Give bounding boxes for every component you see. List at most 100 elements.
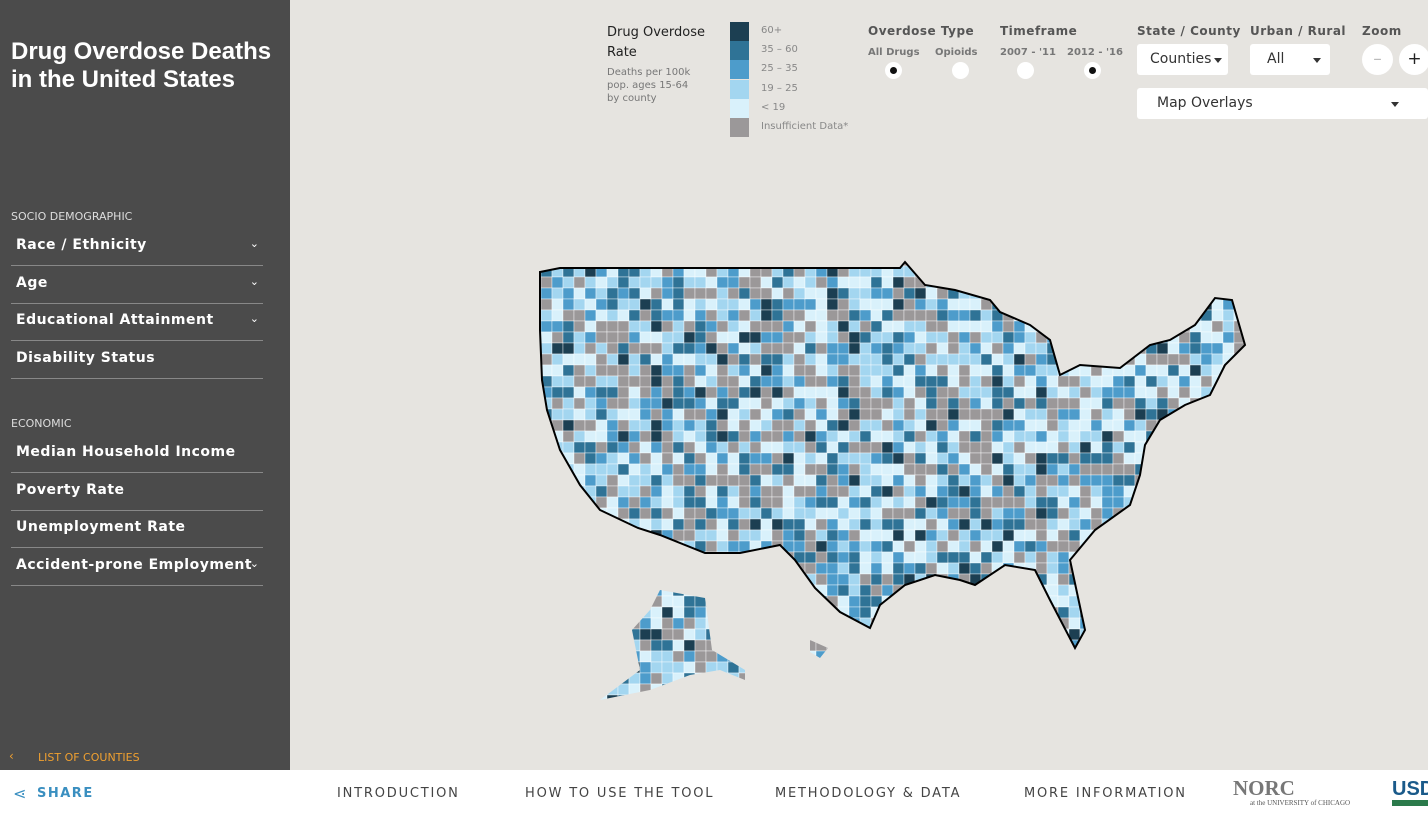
county-cell xyxy=(914,529,927,542)
dropdown[interactable]: Counties xyxy=(1137,44,1228,75)
county-cell xyxy=(925,298,938,311)
county-cell xyxy=(1002,639,1015,652)
menu-item[interactable]: Age ⌄ xyxy=(11,266,263,304)
county-cell xyxy=(1211,419,1224,432)
share-button[interactable]: SHARE xyxy=(37,786,94,801)
menu-item[interactable]: Race / Ethnicity ⌄ xyxy=(11,228,263,266)
county-cell xyxy=(672,397,685,410)
zoom-button[interactable]: + xyxy=(1399,44,1428,75)
county-cell xyxy=(573,276,586,289)
overlay-dropdown[interactable]: Map Overlays xyxy=(1137,88,1428,119)
county-cell xyxy=(683,694,696,700)
county-cell xyxy=(804,452,817,465)
county-cell xyxy=(903,672,916,685)
county-cell xyxy=(991,639,1004,652)
county-cell xyxy=(892,331,905,344)
county-cell xyxy=(771,353,784,366)
county-cell xyxy=(1079,617,1092,630)
county-cell xyxy=(1112,331,1125,344)
county-cell xyxy=(1101,529,1114,542)
county-cell xyxy=(859,496,872,509)
county-cell xyxy=(1189,573,1202,586)
radio[interactable] xyxy=(1017,62,1034,79)
county-cell xyxy=(1079,573,1092,586)
county-cell xyxy=(848,353,861,366)
county-cell xyxy=(1013,529,1026,542)
county-cell xyxy=(1244,661,1245,674)
county-cell xyxy=(727,661,740,674)
county-cell xyxy=(881,364,894,377)
county-cell xyxy=(925,672,938,685)
county-cell xyxy=(1200,463,1213,476)
county-cell xyxy=(1112,452,1125,465)
county-cell xyxy=(562,595,575,608)
county-cell xyxy=(892,463,905,476)
county-cell xyxy=(1211,485,1224,498)
county-cell xyxy=(1156,661,1169,674)
county-cell xyxy=(716,287,729,300)
county-cell xyxy=(771,287,784,300)
county-cell xyxy=(1211,331,1224,344)
county-cell xyxy=(606,430,619,443)
county-cell xyxy=(716,694,729,700)
county-cell xyxy=(573,375,586,388)
county-cell xyxy=(1211,628,1224,641)
county-cell xyxy=(562,606,575,619)
county-cell xyxy=(903,430,916,443)
county-cell xyxy=(562,309,575,322)
nav-link[interactable]: METHODOLOGY & DATA xyxy=(775,786,962,801)
county-cell xyxy=(1068,452,1081,465)
radio[interactable] xyxy=(885,62,902,79)
county-cell xyxy=(1145,265,1158,278)
county-cell xyxy=(1024,375,1037,388)
menu-item[interactable]: Median Household Income xyxy=(11,435,263,473)
county-cell xyxy=(1035,386,1048,399)
county-cell xyxy=(1002,683,1015,696)
nav-link[interactable]: MORE INFORMATION xyxy=(1024,786,1187,801)
county-cell xyxy=(584,287,597,300)
county-cell xyxy=(683,441,696,454)
nav-link[interactable]: HOW TO USE THE TOOL xyxy=(525,786,715,801)
county-cell xyxy=(1156,683,1169,696)
menu-item[interactable]: Accident-prone Employment ⌄ xyxy=(11,548,263,586)
county-cell xyxy=(1145,507,1158,520)
county-cell xyxy=(1101,551,1114,564)
county-cell xyxy=(914,452,927,465)
county-cell xyxy=(606,683,619,696)
county-cell xyxy=(1046,683,1059,696)
menu-item[interactable]: Disability Status xyxy=(11,341,263,379)
county-cell xyxy=(914,518,927,531)
radio[interactable] xyxy=(952,62,969,79)
list-link[interactable]: LIST OF COUNTIES xyxy=(38,751,140,764)
county-cell xyxy=(1134,262,1147,267)
menu-item[interactable]: Poverty Rate xyxy=(11,473,263,511)
county-cell xyxy=(1189,298,1202,311)
county-cell xyxy=(672,463,685,476)
county-cell xyxy=(771,474,784,487)
county-cell xyxy=(1024,617,1037,630)
radio[interactable] xyxy=(1084,62,1101,79)
county-cell xyxy=(1112,309,1125,322)
county-cell xyxy=(639,628,652,641)
county-cell xyxy=(694,309,707,322)
county-cell xyxy=(969,540,982,553)
dropdown[interactable]: All xyxy=(1250,44,1330,75)
menu-item[interactable]: Unemployment Rate xyxy=(11,510,263,548)
county-cell xyxy=(782,419,795,432)
zoom-button[interactable]: – xyxy=(1362,44,1393,75)
county-cell xyxy=(1222,496,1235,509)
county-cell xyxy=(914,694,927,700)
county-cell xyxy=(584,540,597,553)
county-cell xyxy=(1090,463,1103,476)
county-cell xyxy=(903,595,916,608)
nav-link[interactable]: INTRODUCTION xyxy=(337,786,460,801)
county-cell xyxy=(639,573,652,586)
county-cell xyxy=(749,518,762,531)
county-cell xyxy=(793,474,806,487)
county-cell xyxy=(606,529,619,542)
menu-item[interactable]: Educational Attainment ⌄ xyxy=(11,303,263,341)
county-cell xyxy=(1068,386,1081,399)
county-cell xyxy=(925,265,938,278)
county-cell xyxy=(1178,441,1191,454)
county-cell xyxy=(573,262,586,267)
